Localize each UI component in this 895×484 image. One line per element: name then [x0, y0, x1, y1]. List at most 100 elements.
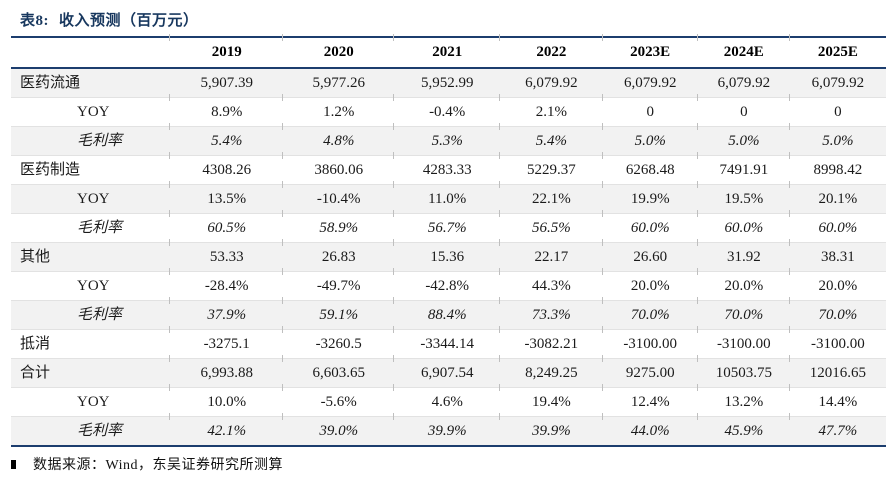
- source-note-row: 数据来源：Wind，东吴证券研究所测算: [11, 454, 886, 474]
- column-header-2022: 2022: [499, 33, 603, 69]
- value-cell: -3260.5: [282, 325, 394, 359]
- value-cell: 60.0%: [696, 209, 790, 243]
- value-cell: 58.9%: [282, 209, 394, 243]
- value-cell: 2.1%: [499, 93, 602, 127]
- table-body: 医药流通 5,907.39 5,977.26 5,952.99 6,079.92 6,07…: [11, 68, 886, 446]
- page-title: 表8: 收入预测（百万元）: [11, 6, 886, 36]
- value-cell: 39.9%: [393, 412, 500, 447]
- value-cell: 6,907.54: [393, 354, 500, 388]
- table-row: 抵消 -3275.1 -3260.5 -3344.14 -3082.21 -3100.00…: [11, 325, 886, 359]
- value-cell: 15.36: [393, 238, 500, 272]
- table-row: YOY 8.9% 1.2% -0.4% 2.1% 0 0 0: [11, 93, 886, 127]
- value-cell: 39.0%: [282, 412, 394, 447]
- value-cell: 7491.91: [696, 151, 790, 185]
- value-cell: 6268.48: [601, 151, 698, 185]
- value-cell: -3100.00: [788, 325, 886, 359]
- row-label: 医药制造: [20, 162, 81, 178]
- value-cell: 19.4%: [499, 383, 602, 417]
- value-cell: 3860.06: [282, 151, 394, 185]
- value-cell: -49.7%: [282, 267, 394, 301]
- column-header-2019: 2019: [169, 33, 284, 69]
- column-header-2021: 2021: [393, 33, 501, 69]
- value-cell: -28.4%: [169, 267, 283, 301]
- value-cell: 8,249.25: [499, 354, 602, 388]
- table-header-row: 2019 2020 2021 2022 2023E 2024E 2025E: [11, 33, 886, 69]
- value-cell: 6,993.88: [169, 354, 283, 388]
- row-label: YOY: [77, 394, 110, 410]
- row-label: 毛利率: [77, 307, 123, 323]
- table-title-text: 收入预测（百万元）: [59, 13, 199, 29]
- value-cell: 5.0%: [696, 122, 790, 156]
- value-cell: 20.0%: [601, 267, 698, 301]
- value-cell: 12.4%: [601, 383, 698, 417]
- value-cell: 5.3%: [393, 122, 500, 156]
- row-label: YOY: [77, 278, 110, 294]
- table-row: 医药流通 5,907.39 5,977.26 5,952.99 6,079.92 6,07…: [11, 68, 886, 98]
- value-cell: 6,079.92: [623, 75, 677, 91]
- value-cell: 39.9%: [499, 412, 602, 447]
- value-cell: 5.0%: [601, 122, 698, 156]
- value-cell: 20.1%: [788, 180, 886, 214]
- column-header-2025e: 2025E: [788, 33, 886, 69]
- value-cell: 1.2%: [282, 93, 394, 127]
- value-cell: 60.0%: [788, 209, 886, 243]
- table-row: YOY -28.4% -49.7% -42.8% 44.3% 20.0% 20.0% 20.0…: [11, 267, 886, 301]
- value-cell: 10.0%: [169, 383, 283, 417]
- value-cell: 45.9%: [696, 412, 790, 447]
- value-cell: 4283.33: [393, 151, 500, 185]
- value-cell: 9275.00: [601, 354, 698, 388]
- value-cell: 8998.42: [788, 151, 886, 185]
- value-cell: 31.92: [696, 238, 790, 272]
- value-cell: 8.9%: [169, 93, 283, 127]
- value-cell: 59.1%: [282, 296, 394, 330]
- column-header-label: [11, 37, 171, 69]
- value-cell: 4.6%: [393, 383, 500, 417]
- value-cell: -10.4%: [282, 180, 394, 214]
- value-cell: 37.9%: [169, 296, 283, 330]
- revenue-forecast-table: 2019 2020 2021 2022 2023E 2024E 2025E 医药…: [11, 33, 886, 447]
- value-cell: 88.4%: [393, 296, 500, 330]
- value-cell: 5.4%: [499, 122, 602, 156]
- value-cell: 56.7%: [393, 209, 500, 243]
- value-cell: 60.0%: [601, 209, 698, 243]
- value-cell: -3275.1: [169, 325, 283, 359]
- value-cell: 20.0%: [788, 267, 886, 301]
- value-cell: 13.5%: [169, 180, 283, 214]
- value-cell: -3100.00: [601, 325, 698, 359]
- table-row: 毛利率 5.4% 4.8% 5.3% 5.4% 5.0% 5.0% 5.0%: [11, 122, 886, 156]
- value-cell: 20.0%: [696, 267, 790, 301]
- value-cell: 47.7%: [788, 412, 886, 447]
- value-cell: 44.3%: [499, 267, 602, 301]
- value-cell: 70.0%: [696, 296, 790, 330]
- row-label: 毛利率: [77, 133, 123, 149]
- value-cell: -3100.00: [696, 325, 790, 359]
- value-cell: 0: [601, 93, 698, 127]
- column-header-2024e: 2024E: [696, 33, 790, 69]
- row-label: 抵消: [20, 336, 51, 352]
- value-cell: 13.2%: [696, 383, 790, 417]
- row-label: 合计: [20, 365, 51, 381]
- table-row: 毛利率 60.5% 58.9% 56.7% 56.5% 60.0% 60.0% 60.0%: [11, 209, 886, 243]
- value-cell: 6,079.92: [717, 75, 771, 91]
- table-row: 其他 53.33 26.83 15.36 22.17 26.60 31.92 38.31: [11, 238, 886, 272]
- value-cell: 5,977.26: [312, 75, 365, 91]
- value-cell: 6,079.92: [525, 75, 578, 91]
- value-cell: 11.0%: [393, 180, 500, 214]
- value-cell: 44.0%: [601, 412, 698, 447]
- value-cell: 38.31: [788, 238, 886, 272]
- value-cell: -42.8%: [393, 267, 500, 301]
- table-row: 合计 6,993.88 6,603.65 6,907.54 8,249.25 9275.0…: [11, 354, 886, 388]
- value-cell: -3344.14: [393, 325, 500, 359]
- value-cell: 0: [788, 93, 886, 127]
- value-cell: 60.5%: [169, 209, 283, 243]
- table-row: YOY 10.0% -5.6% 4.6% 19.4% 12.4% 13.2% 14.4%: [11, 383, 886, 417]
- table-row: YOY 13.5% -10.4% 11.0% 22.1% 19.9% 19.5% 20.1%: [11, 180, 886, 214]
- value-cell: 4308.26: [169, 151, 283, 185]
- value-cell: 73.3%: [499, 296, 602, 330]
- value-cell: 4.8%: [282, 122, 394, 156]
- row-label: 其他: [20, 249, 51, 265]
- value-cell: -0.4%: [393, 93, 500, 127]
- value-cell: 14.4%: [788, 383, 886, 417]
- value-cell: 22.17: [499, 238, 602, 272]
- table-row: 毛利率 37.9% 59.1% 88.4% 73.3% 70.0% 70.0% 70.0%: [11, 296, 886, 330]
